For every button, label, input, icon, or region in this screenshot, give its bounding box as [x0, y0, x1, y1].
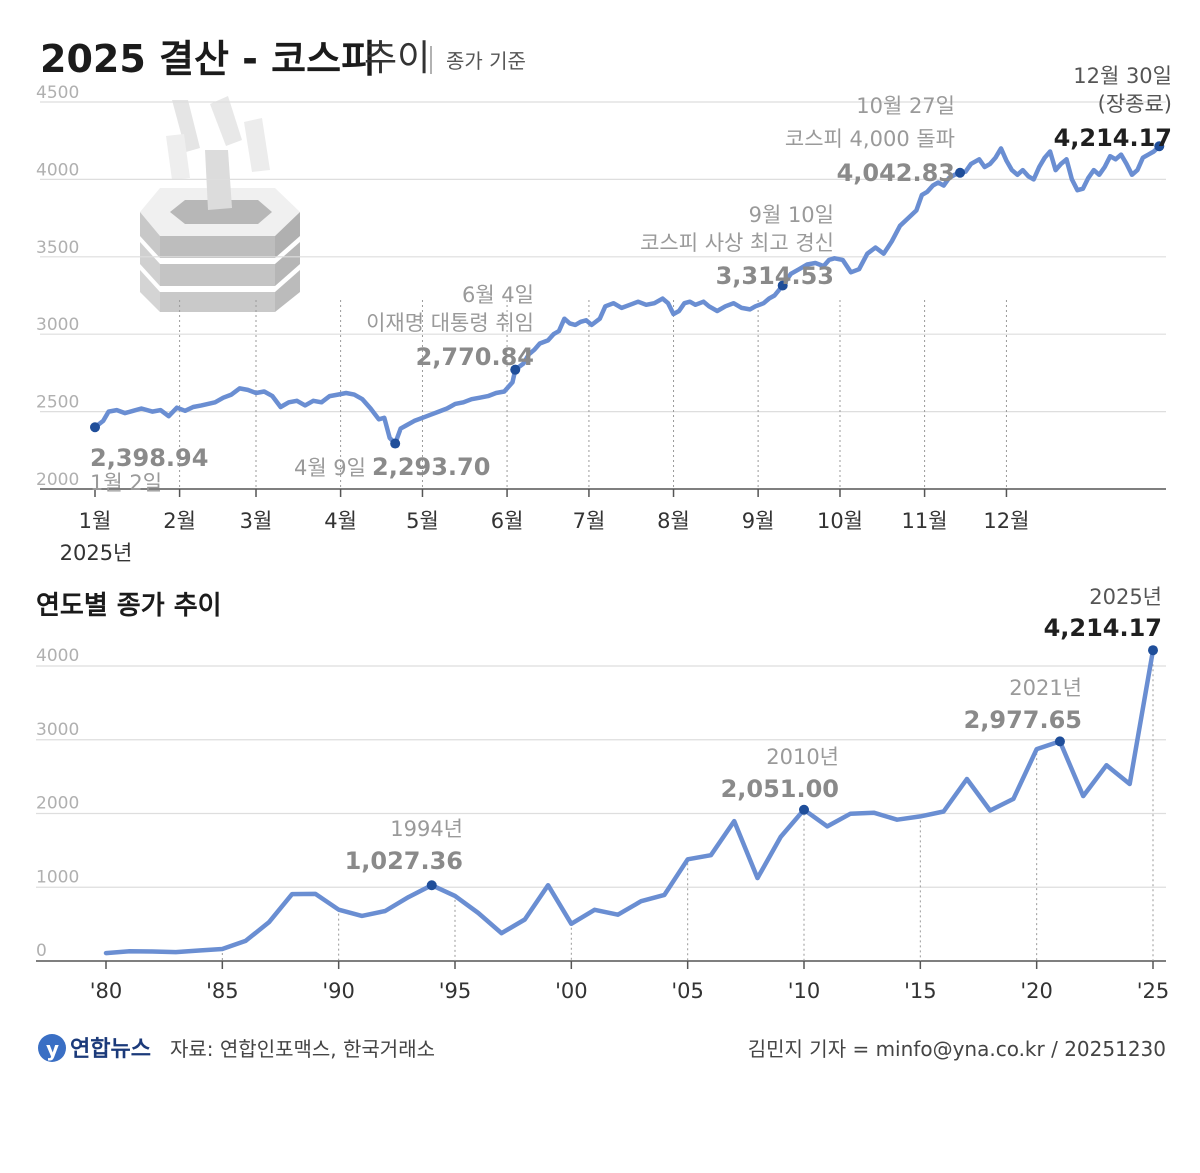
x-tick-label: '05	[671, 979, 704, 1003]
y-tick-label: 0	[36, 941, 47, 961]
x-tick-label: 3월	[240, 509, 273, 533]
yearly-close-line	[103, 647, 1156, 956]
x-tick-label: 7월	[573, 509, 606, 533]
box-illustration	[140, 96, 300, 312]
annotation-label: 4월 9일	[294, 456, 366, 480]
annotation-label: 1994년	[390, 817, 463, 841]
y-tick-label: 3000	[36, 720, 79, 740]
chart-2025-daily: 2000 2500 3000 3500 4000 4500 1월 2월 3월 4월 5월 6월 7월 8월…	[36, 64, 1172, 565]
y-tick-label: 4000	[36, 646, 79, 666]
x-tick-label: '20	[1020, 979, 1053, 1003]
x-tick-label: '00	[555, 979, 588, 1003]
x-tick-label: 1월	[79, 509, 112, 533]
annotation-value: 4,042.83	[837, 159, 955, 187]
annotation-label: 2021년	[1009, 676, 1082, 700]
y-tick-label: 2000	[36, 470, 79, 490]
annotation-value: 2,398.94	[90, 444, 208, 472]
marker-point	[390, 438, 401, 449]
y-tick-label: 2500	[36, 393, 79, 413]
annotation-label: 2025년	[1089, 585, 1162, 609]
annotation-label: 1월 2일	[90, 471, 162, 495]
marker-point	[1148, 645, 1158, 656]
yonhap-logo-glyph: y	[46, 1037, 59, 1061]
y-tick-label: 2000	[36, 794, 79, 814]
marker-point	[90, 422, 100, 433]
footer: y 연합뉴스 자료: 연합인포맥스, 한국거래소 김민지 기자 = minfo@…	[38, 1034, 1166, 1062]
marker-point	[799, 804, 809, 815]
x-tick-label: 11월	[902, 509, 948, 533]
annotation-label: 12월 30일	[1073, 64, 1172, 88]
y-tick-label: 3000	[36, 315, 79, 335]
x-tick-label: 10월	[817, 509, 863, 533]
annotation-label: 9월 10일	[749, 203, 834, 227]
x-tick-label: '85	[206, 979, 239, 1003]
title-note: 종가 기준	[446, 49, 526, 73]
marker-point	[955, 167, 966, 178]
x-tick-label: 6월	[491, 509, 524, 533]
x-tick-label: 8월	[657, 509, 690, 533]
source-note: 자료: 연합인포맥스, 한국거래소	[170, 1037, 435, 1061]
annotation-value: 2,977.65	[964, 706, 1082, 734]
kospi-2025-line	[92, 143, 1162, 446]
x-tick-label: '80	[90, 979, 123, 1003]
x-tick-label: 12월	[983, 509, 1029, 533]
marker-point	[777, 280, 788, 291]
annotation-label: 2010년	[766, 745, 839, 769]
x-tick-label: 2월	[163, 509, 196, 533]
annotation-value: 4,214.17	[1054, 124, 1172, 152]
annotation-value: 1,027.36	[345, 847, 463, 875]
chart-yearly-close: 0 1000 2000 3000 4000 '80 '85 '90 '95 '00 '05 '10 '1…	[36, 585, 1169, 1003]
main-title: 2025 결산 - 코스피	[40, 37, 376, 81]
annotation-sublabel: 코스피 4,000 돌파	[785, 127, 955, 151]
yonhap-logo-text: 연합뉴스	[70, 1036, 151, 1062]
annotation-label: 6월 4일	[462, 283, 534, 307]
x-tick-label: '25	[1137, 979, 1170, 1003]
annotation-label: 10월 27일	[856, 94, 955, 118]
annotation-sublabel: 코스피 사상 최고 경신	[640, 231, 834, 255]
section-title-yearly: 연도별 종가 추이	[36, 591, 222, 621]
x-tick-label: '15	[904, 979, 937, 1003]
marker-point	[1054, 736, 1065, 747]
credit-note: 김민지 기자 = minfo@yna.co.kr / 20251230	[748, 1037, 1166, 1061]
x-tick-label: 9월	[742, 509, 775, 533]
annotation-value: 2,293.70	[372, 453, 490, 481]
annotation-sublabel: 이재명 대통령 취임	[366, 311, 534, 335]
marker-point	[1154, 141, 1165, 152]
y-tick-label: 4000	[36, 160, 79, 180]
y-tick-label: 4500	[36, 83, 79, 103]
x-tick-label: '95	[439, 979, 472, 1003]
x-tick-label: 5월	[406, 509, 439, 533]
y-tick-label: 1000	[36, 867, 79, 887]
yonhap-logo-icon	[38, 1034, 66, 1062]
annotation-value: 4,214.17	[1044, 614, 1162, 642]
x-tick-label: '90	[322, 979, 355, 1003]
y-tick-label: 3500	[36, 238, 79, 258]
marker-point	[426, 880, 437, 891]
x-tick-label: '10	[788, 979, 821, 1003]
annotation-value: 3,314.53	[716, 262, 834, 290]
annotation-sublabel: (장종료)	[1098, 92, 1172, 116]
annotation-value: 2,051.00	[721, 775, 839, 803]
marker-point	[510, 364, 521, 375]
annotation-value: 2,770.84	[416, 343, 534, 371]
x-year-label: 2025년	[60, 541, 133, 565]
x-tick-label: 4월	[324, 509, 357, 533]
title-sub: 추이	[364, 38, 430, 79]
